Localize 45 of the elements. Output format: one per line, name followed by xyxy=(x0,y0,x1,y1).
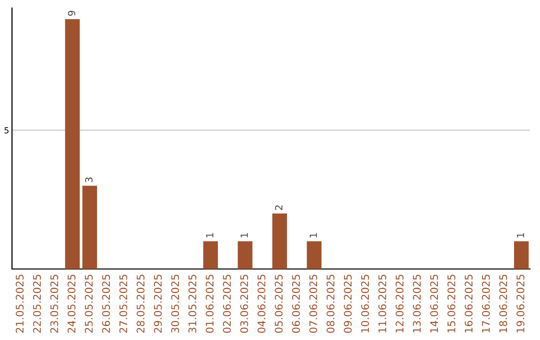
x-tick-label: 11.06.2025 xyxy=(378,274,386,332)
x-tick-label: 12.06.2025 xyxy=(396,274,404,332)
bar xyxy=(82,186,98,269)
data-label: 2 xyxy=(275,205,282,210)
x-tick-label: 24.05.2025 xyxy=(68,274,76,333)
bar xyxy=(65,19,80,269)
x-tick-label: 04.06.2025 xyxy=(258,274,266,333)
x-tick-label: 16.06.2025 xyxy=(464,274,473,332)
x-tick-label: 29.05.2025 xyxy=(154,274,162,333)
x-tick-label: 19.06.2025 xyxy=(516,274,524,332)
bar xyxy=(306,241,322,269)
x-tick-label: 03.06.2025 xyxy=(240,274,248,333)
data-label: 9 xyxy=(68,10,76,16)
x-tick-label: 26.05.2025 xyxy=(102,274,110,333)
bar xyxy=(203,241,218,269)
x-tick-label: 31.05.2025 xyxy=(188,274,196,333)
bar xyxy=(272,213,287,269)
x-tick-label: 21.05.2025 xyxy=(16,274,24,333)
x-tick-label: 30.05.2025 xyxy=(171,274,180,333)
bar xyxy=(514,241,529,269)
data-label: 1 xyxy=(516,233,524,238)
x-tick-label: 28.05.2025 xyxy=(136,274,145,333)
data-label: 1 xyxy=(240,233,248,238)
data-label: 1 xyxy=(310,233,317,238)
y-tick-label: 5 xyxy=(4,127,8,134)
x-tick-label: 23.05.2025 xyxy=(50,274,58,333)
x-tick-label: 09.06.2025 xyxy=(344,274,352,333)
x-tick-label: 22.05.2025 xyxy=(33,274,41,333)
x-tick-label: 08.06.2025 xyxy=(326,274,334,333)
x-tick-label: 18.06.2025 xyxy=(499,274,508,332)
x-tick-label: 25.05.2025 xyxy=(84,274,93,333)
x-tick-label: 02.06.2025 xyxy=(222,274,231,333)
data-label: 3 xyxy=(85,178,93,182)
x-tick-label: 06.06.2025 xyxy=(292,274,300,333)
x-tick-label: 17.06.2025 xyxy=(482,274,490,332)
x-tick-label: 05.06.2025 xyxy=(274,274,283,333)
x-tick-label: 01.06.2025 xyxy=(206,274,214,333)
x-tick-label: 13.06.2025 xyxy=(412,274,421,332)
x-tick-label: 10.06.2025 xyxy=(361,274,369,332)
bar xyxy=(238,241,252,269)
x-tick-label: 27.05.2025 xyxy=(119,274,128,333)
data-label: 1 xyxy=(206,233,214,238)
x-tick-label: 14.06.2025 xyxy=(430,274,438,332)
x-tick-label: 07.06.2025 xyxy=(309,274,318,333)
x-tick-label: 15.06.2025 xyxy=(447,274,456,332)
